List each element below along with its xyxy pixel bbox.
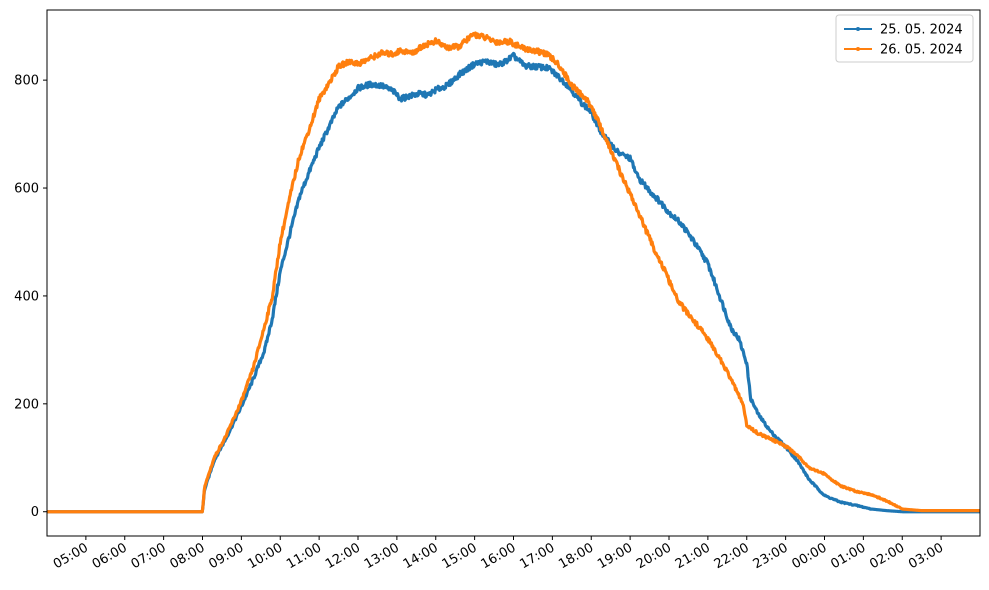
x-tick-label: 01:00 <box>828 540 868 572</box>
x-tick-label: 16:00 <box>479 540 519 572</box>
axes: 0 200 400 600 800 05:0006:0007:0008:0009:0010… <box>14 9 981 572</box>
x-tick-label: 19:00 <box>595 540 635 572</box>
y-tick-label: 200 <box>14 397 39 412</box>
plot-frame <box>46 9 981 537</box>
x-tick-label: 11:00 <box>284 540 324 572</box>
legend-box <box>835 14 974 63</box>
plot-area <box>47 31 980 514</box>
x-tick-label: 06:00 <box>90 540 130 572</box>
x-tick-label: 08:00 <box>168 540 208 572</box>
x-tick-label: 12:00 <box>323 540 363 572</box>
x-tick-label: 00:00 <box>790 540 830 572</box>
legend-label: 25. 05. 2024 <box>880 23 963 38</box>
legend: 25. 05. 2024 26. 05. 2024 <box>835 14 974 63</box>
x-tick-label: 03:00 <box>906 540 946 572</box>
x-tick-label: 18:00 <box>556 540 596 572</box>
series-group <box>47 31 980 514</box>
y-tick-label: 400 <box>14 289 39 304</box>
x-tick-label: 10:00 <box>245 540 285 572</box>
x-tick-label: 22:00 <box>712 540 752 572</box>
y-tick-label: 0 <box>31 505 39 520</box>
x-tick-label: 13:00 <box>362 540 402 572</box>
x-tick-label: 21:00 <box>673 540 713 572</box>
x-tick-label: 09:00 <box>206 540 246 572</box>
series-line-1 <box>47 51 980 514</box>
x-tick-label: 23:00 <box>751 540 791 572</box>
legend-swatch-marker <box>856 27 860 31</box>
legend-swatch-marker <box>856 47 860 51</box>
y-tick-label: 800 <box>14 74 39 89</box>
x-tick-label: 20:00 <box>634 540 674 572</box>
y-tick-label: 600 <box>14 182 39 197</box>
x-tick-label: 02:00 <box>867 540 907 572</box>
x-tick-label: 05:00 <box>51 540 91 572</box>
x-tick-label: 07:00 <box>129 540 169 572</box>
x-tick-label: 14:00 <box>401 540 441 572</box>
x-tick-label: 17:00 <box>517 540 557 572</box>
legend-label: 26. 05. 2024 <box>880 43 963 58</box>
series-line-2 <box>47 31 980 514</box>
x-tick-label: 15:00 <box>440 540 480 572</box>
